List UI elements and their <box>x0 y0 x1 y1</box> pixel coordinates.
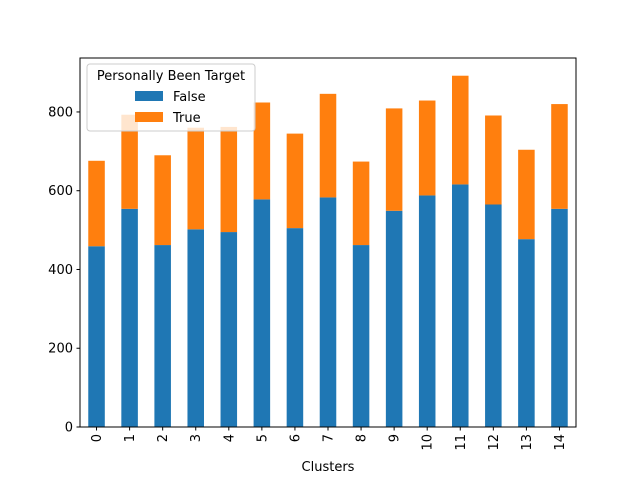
legend-swatch-true <box>135 112 163 122</box>
bar-cluster-2-true <box>154 155 171 246</box>
legend: Personally Been Target False True <box>86 63 256 132</box>
bar-cluster-9-true <box>385 108 403 211</box>
x-tick-label: 3 <box>189 434 204 442</box>
bar-cluster-6-false <box>286 228 304 427</box>
bar-cluster-5-false <box>253 199 271 427</box>
bar-cluster-8-false <box>352 245 370 427</box>
x-tick-label: 9 <box>388 434 403 442</box>
bar-cluster-11-false <box>452 184 469 427</box>
legend-box <box>86 63 256 132</box>
legend-title: Personally Been Target <box>97 69 245 84</box>
y-tick-label: 400 <box>48 263 73 278</box>
bar-cluster-12-true <box>485 115 502 205</box>
bar-cluster-14-true <box>551 104 568 209</box>
x-tick-label: 0 <box>90 434 105 442</box>
x-tick-label: 7 <box>322 434 337 442</box>
bar-cluster-3-true <box>187 127 204 230</box>
bar-cluster-9-false <box>385 210 403 427</box>
bar-cluster-7-true <box>319 93 337 198</box>
bar-cluster-10-true <box>418 100 436 196</box>
bar-cluster-4-false <box>220 232 238 427</box>
x-axis-title: Clusters <box>302 460 355 475</box>
bar-cluster-4-true <box>220 126 238 233</box>
bar-cluster-1-false <box>121 208 138 427</box>
x-tick-label: 10 <box>421 434 436 451</box>
bar-cluster-12-false <box>485 204 502 427</box>
bar-cluster-10-false <box>418 195 436 427</box>
y-tick-label: 200 <box>48 342 73 357</box>
bars-layer <box>88 75 568 427</box>
bar-cluster-6-true <box>286 133 304 229</box>
bar-cluster-8-true <box>352 161 370 246</box>
x-tick-label: 1 <box>123 434 138 442</box>
bar-cluster-0-false <box>88 246 105 427</box>
bar-cluster-5-true <box>253 102 271 200</box>
bar-cluster-13-false <box>518 239 535 427</box>
x-tick-label: 12 <box>487 434 502 451</box>
bar-cluster-2-false <box>154 245 171 427</box>
bar-cluster-0-true <box>88 160 105 247</box>
bar-cluster-14-false <box>551 208 568 427</box>
x-tick-label: 14 <box>553 434 568 451</box>
x-tick-label: 6 <box>288 434 303 442</box>
bar-cluster-11-true <box>452 75 469 185</box>
bar-cluster-13-true <box>518 149 535 240</box>
x-tick-label: 2 <box>156 434 171 442</box>
y-tick-label: 600 <box>48 184 73 199</box>
bar-cluster-1-true <box>121 114 138 209</box>
x-tick-label: 5 <box>255 434 270 442</box>
x-tick-label: 8 <box>355 434 370 442</box>
legend-swatch-false <box>135 91 163 101</box>
legend-label-false: False <box>173 90 206 105</box>
x-tick-label: 11 <box>454 434 469 451</box>
x-tick-label: 13 <box>520 434 535 451</box>
bar-cluster-3-false <box>187 229 204 427</box>
bar-cluster-7-false <box>319 197 337 427</box>
y-tick-label: 800 <box>48 105 73 120</box>
x-tick-label: 4 <box>222 434 237 442</box>
y-tick-label: 0 <box>65 421 73 436</box>
legend-label-true: True <box>172 111 201 126</box>
